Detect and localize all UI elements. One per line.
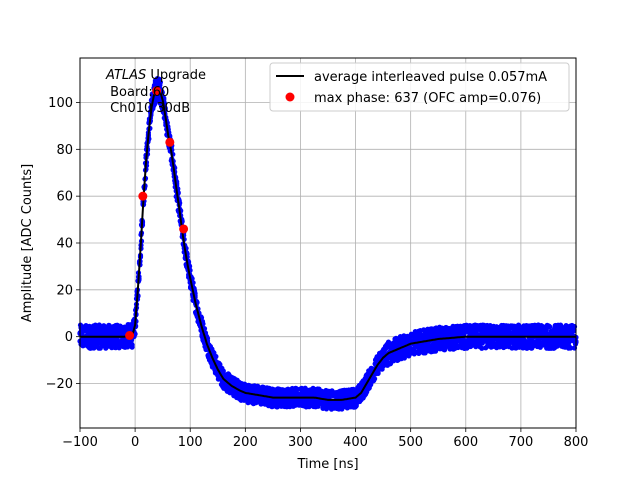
y-tick-label: 40 — [56, 237, 73, 252]
legend-label-average: average interleaved pulse 0.057mA — [314, 70, 547, 85]
x-tick-label: 400 — [343, 435, 368, 450]
max-phase-marker — [179, 224, 189, 234]
band-point — [567, 345, 574, 351]
x-tick-label: 600 — [453, 435, 478, 450]
x-tick-label: 500 — [398, 435, 423, 450]
y-tick-label: 100 — [48, 96, 73, 111]
x-tick-label: 300 — [288, 435, 313, 450]
max-phase-markers — [125, 86, 189, 340]
x-axis-label: Time [ns] — [296, 457, 358, 472]
atlas-label: ATLAS — [105, 68, 146, 83]
y-axis-label: Amplitude [ADC Counts] — [20, 164, 35, 322]
x-tick-label: 100 — [178, 435, 203, 450]
upgrade-label: Upgrade — [146, 68, 206, 83]
svg-text:ATLAS Upgrade: ATLAS Upgrade — [105, 68, 206, 83]
band-point — [547, 324, 553, 330]
board-label: Board:60 — [106, 85, 169, 100]
y-axis-ticks: −20 0 20 40 60 80 100 — [46, 96, 80, 392]
band-point — [571, 328, 577, 334]
y-tick-label: 0 — [65, 330, 73, 345]
average-pulse-line — [80, 86, 576, 401]
legend-box — [269, 62, 570, 112]
band-point — [220, 368, 226, 374]
band-point — [129, 342, 135, 348]
band-point — [157, 79, 163, 85]
y-tick-label: 60 — [56, 190, 73, 205]
band-point — [372, 376, 378, 382]
max-phase-marker — [152, 86, 162, 96]
y-tick-label: 20 — [56, 283, 73, 298]
band-point — [152, 101, 158, 107]
channel-label: Ch010 30dB — [106, 101, 190, 116]
legend-marker-swatch — [285, 92, 295, 102]
max-phase-marker — [138, 191, 148, 201]
legend: average interleaved pulse 0.057mA max ph… — [269, 62, 570, 112]
band-point — [479, 345, 485, 351]
y-tick-label: −20 — [46, 377, 73, 392]
x-tick-label: 800 — [564, 435, 589, 450]
band-point — [213, 353, 219, 360]
max-phase-marker — [125, 331, 135, 340]
band-point — [516, 323, 522, 329]
x-tick-label: 200 — [233, 435, 258, 450]
x-tick-label: 700 — [508, 435, 533, 450]
x-axis-ticks: −100 0 100 200 300 400 500 600 700 800 — [62, 428, 588, 450]
atlas-annotation: ATLAS Upgrade Board:60 Ch010 30dB — [105, 68, 206, 116]
legend-label-max-phase: max phase: 637 (OFC amp=0.076) — [314, 91, 541, 106]
scatter-band — [77, 76, 579, 412]
x-tick-label: 0 — [131, 435, 139, 450]
y-tick-label: 80 — [56, 143, 73, 158]
x-tick-label: −100 — [62, 435, 98, 450]
band-point — [375, 369, 381, 375]
max-phase-marker — [165, 137, 175, 147]
